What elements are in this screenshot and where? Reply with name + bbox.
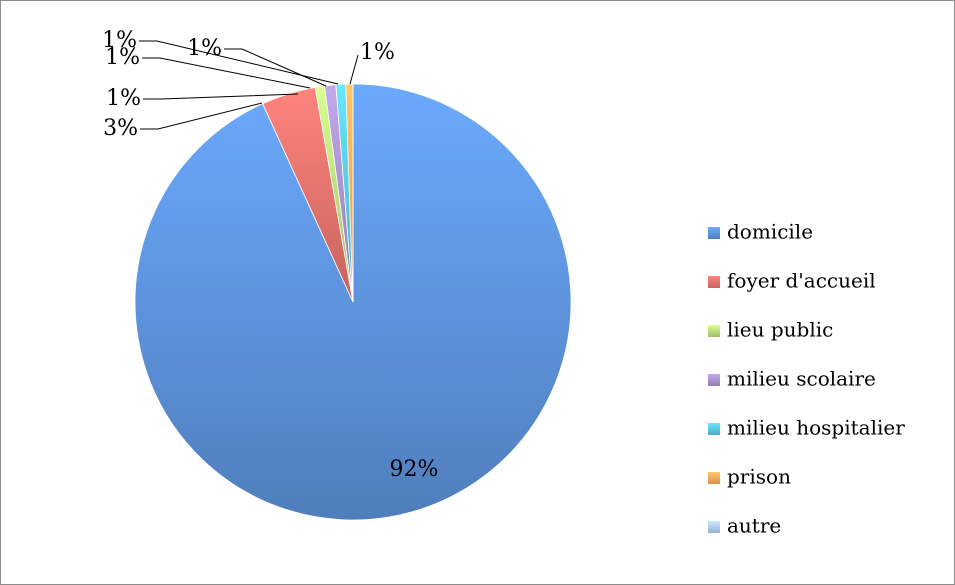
data-label: 1% <box>106 86 141 111</box>
data-label: 3% <box>103 116 138 141</box>
legend-swatch <box>708 325 720 337</box>
legend-label: foyer d'accueil <box>727 269 876 293</box>
leader-line <box>143 93 299 100</box>
legend-swatch <box>708 472 720 484</box>
data-label: 1% <box>102 28 137 53</box>
legend-label: milieu hospitalier <box>727 416 905 440</box>
leader-line <box>140 102 263 130</box>
legend-swatch <box>708 227 720 239</box>
legend-swatch <box>708 423 720 435</box>
data-label: 1% <box>187 36 222 61</box>
legend-label: lieu public <box>727 318 833 342</box>
legend-label: domicile <box>727 220 813 244</box>
legend-label: prison <box>727 465 791 489</box>
leader-line <box>139 40 339 85</box>
legend-swatch <box>708 521 720 533</box>
leader-line <box>142 57 311 89</box>
data-label: 1% <box>105 45 140 70</box>
data-label: 92% <box>390 457 439 482</box>
legend-label: autre <box>727 514 781 538</box>
data-label: 1% <box>360 40 395 65</box>
legend-swatch <box>708 276 720 288</box>
legend-label: milieu scolaire <box>727 367 876 391</box>
legend-swatch <box>708 374 720 386</box>
leader-line <box>224 48 327 87</box>
leader-line <box>349 54 359 85</box>
